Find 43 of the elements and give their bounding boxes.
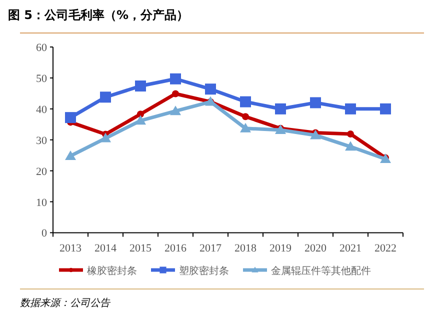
x-tick-label: 2018 bbox=[234, 242, 257, 255]
x-tick-label: 2022 bbox=[374, 242, 396, 255]
chart-title: 图 5：公司毛利率（%，分产品） bbox=[8, 8, 189, 22]
point bbox=[380, 103, 391, 114]
point bbox=[135, 80, 146, 92]
y-tick-label: 60 bbox=[36, 42, 48, 54]
point bbox=[240, 96, 251, 108]
legend-label: 塑胶密封条 bbox=[179, 265, 229, 277]
x-tick-label: 2020 bbox=[304, 242, 327, 255]
point bbox=[65, 112, 76, 124]
point bbox=[137, 110, 144, 118]
x-tick-label: 2017 bbox=[200, 242, 222, 255]
legend-label: 橡胶密封条 bbox=[87, 265, 137, 277]
x-tick-label: 2015 bbox=[130, 242, 152, 255]
point bbox=[100, 132, 111, 142]
point bbox=[172, 90, 179, 98]
x-tick-label: 2014 bbox=[94, 242, 117, 255]
point bbox=[345, 141, 356, 151]
point bbox=[242, 113, 249, 120]
legend-label: 金属辊压件等其他配件 bbox=[271, 265, 371, 277]
x-tick-label: 2021 bbox=[340, 242, 362, 255]
y-tick-label: 20 bbox=[36, 166, 48, 178]
point bbox=[275, 103, 286, 114]
x-tick-label: 2013 bbox=[60, 242, 82, 255]
point bbox=[100, 92, 111, 103]
point bbox=[170, 73, 181, 84]
y-tick-label: 50 bbox=[36, 72, 48, 85]
y-tick-label: 40 bbox=[36, 104, 48, 116]
point bbox=[240, 122, 251, 132]
point bbox=[170, 106, 181, 116]
y-tick-label: 30 bbox=[36, 134, 48, 147]
point bbox=[310, 97, 321, 108]
x-tick-label: 2016 bbox=[164, 242, 187, 255]
point bbox=[345, 103, 356, 114]
y-tick-label: 0 bbox=[42, 228, 48, 240]
point bbox=[65, 150, 76, 160]
source-note: 数据来源：公司公告 bbox=[20, 297, 111, 309]
x-tick-label: 2019 bbox=[270, 242, 292, 255]
point bbox=[205, 84, 216, 95]
point bbox=[347, 130, 354, 138]
y-tick-label: 10 bbox=[36, 196, 48, 209]
point bbox=[135, 115, 146, 125]
point bbox=[310, 130, 321, 140]
